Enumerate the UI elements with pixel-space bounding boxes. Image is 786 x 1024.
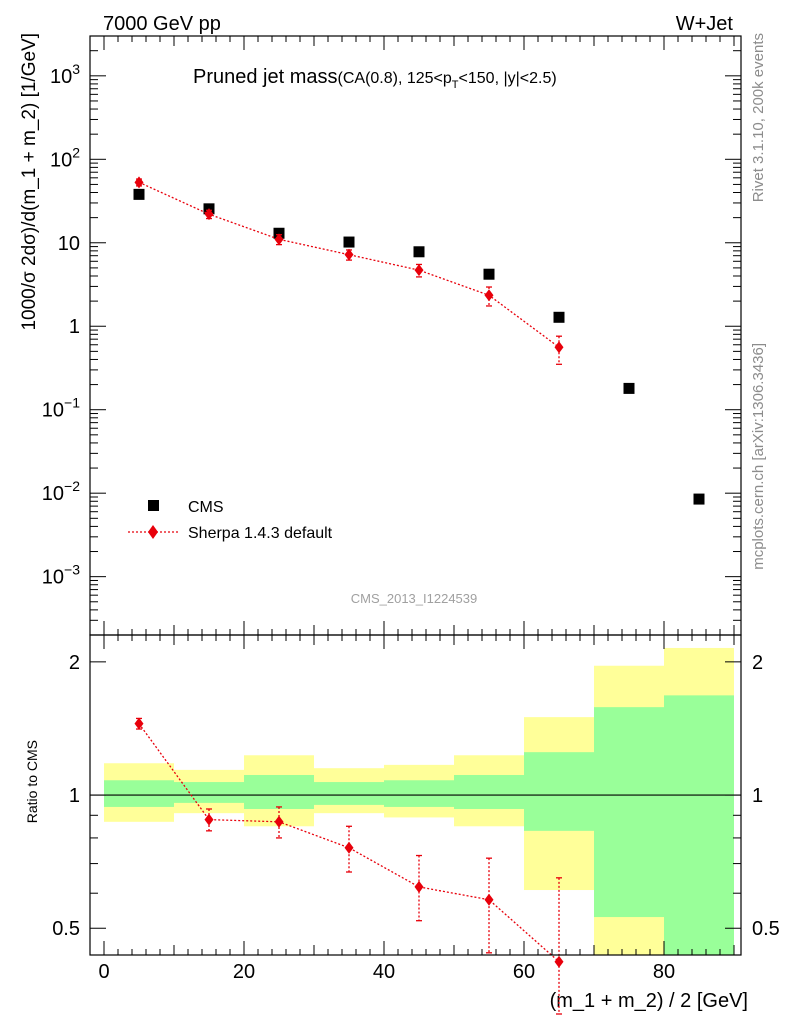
uncertainty-band-inner [594, 707, 664, 918]
ratio-y-tick-label-right: 2 [752, 652, 763, 674]
side-label-rivet: Rivet 3.1.10, 200k events [750, 33, 767, 202]
y-tick-label-exponent: 3 [72, 61, 80, 77]
y-tick-label: 102 [50, 144, 80, 171]
sherpa-ratio-point [414, 880, 424, 893]
legend-marker-diamond [148, 525, 158, 539]
legend-entry-sherpa: Sherpa 1.4.3 default [128, 525, 333, 542]
plot-title: Pruned jet mass(CA(0.8), 125<pT<150, |y|… [193, 66, 557, 91]
ratio-y-tick-label: 1 [69, 785, 80, 807]
uncertainty-band-inner [314, 782, 384, 805]
sherpa-ratio-point [274, 815, 284, 828]
watermark-label: CMS_2013_I1224539 [351, 591, 478, 606]
process-label: W+Jet [676, 13, 734, 35]
x-tick-label: 0 [98, 961, 109, 983]
ratio-y-tick-label: 0.5 [52, 918, 80, 940]
sherpa-ratio-point [484, 893, 494, 906]
cms-data-point [483, 268, 495, 280]
y-tick-label-base: 10 [42, 400, 64, 422]
sherpa-line [138, 181, 560, 348]
y-tick-label: 10−3 [42, 562, 80, 589]
y-tick-label-base: 10 [42, 567, 64, 589]
uncertainty-band-inner [524, 752, 594, 831]
sherpa-ratio-point [554, 955, 564, 968]
sherpa-data-point [484, 289, 494, 302]
y-tick-label-exponent: −2 [64, 478, 80, 494]
legend-label-cms: CMS [188, 499, 224, 516]
legend-label-sherpa: Sherpa 1.4.3 default [188, 525, 333, 542]
sherpa-data-point [204, 208, 214, 221]
x-axis-label: (m_1 + m_2) / 2 [GeV] [550, 990, 748, 1012]
sherpa-ratio-point [134, 717, 144, 730]
ratio-y-tick-label-right: 1 [752, 785, 763, 807]
sherpa-ratio-point [204, 813, 214, 826]
cms-data-point [133, 188, 145, 200]
y-tick-label: 10−1 [42, 395, 80, 422]
y-tick-label: 1 [69, 316, 80, 338]
y-tick-label-exponent: 2 [72, 144, 80, 160]
legend-entry-cms: CMS [148, 499, 224, 516]
sherpa-data-point [134, 176, 144, 189]
y-tick-label-exponent: −3 [64, 562, 80, 578]
cms-data-point [623, 382, 635, 394]
y-tick-label-exponent: −1 [64, 395, 80, 411]
y-tick-label: 10−2 [42, 478, 80, 505]
ratio-y-axis-label: Ratio to CMS [24, 740, 40, 823]
main-y-axis-label: 1000/σ 2dσ)/d(m_1 + m_2) [1/GeV] [19, 33, 40, 331]
uncertainty-band-inner [384, 780, 454, 807]
ratio-y-tick-label: 2 [69, 652, 80, 674]
x-tick-label: 80 [653, 961, 675, 983]
uncertainty-band-inner [664, 695, 734, 955]
y-tick-label-base: 10 [50, 66, 72, 88]
cms-data-point [343, 236, 355, 248]
sherpa-ratio-point [344, 841, 354, 854]
cms-data-point [553, 311, 565, 323]
uncertainty-band-inner [244, 774, 314, 809]
sherpa-data-point [414, 264, 424, 277]
y-tick-label-base: 1 [69, 316, 80, 338]
x-tick-label: 20 [233, 961, 255, 983]
main-plot-frame [89, 35, 742, 636]
cms-data-point [273, 227, 285, 239]
energy-label: 7000 GeV pp [103, 13, 221, 35]
y-tick-label-base: 10 [50, 149, 72, 171]
y-tick-label-base: 10 [58, 233, 80, 255]
plot-title-main: Pruned jet mass [193, 66, 338, 88]
sherpa-data-point [554, 341, 564, 354]
x-tick-label: 40 [373, 961, 395, 983]
uncertainty-band-inner [174, 782, 244, 803]
cms-data-point [413, 246, 425, 258]
uncertainty-band-inner [454, 774, 524, 809]
plot-title-detail-b: <150, |y|<2.5) [459, 70, 557, 87]
plot-title-detail-sub: T [452, 79, 459, 91]
y-tick-label: 103 [50, 61, 80, 88]
sherpa-data-point [274, 233, 284, 246]
x-tick-label: 60 [513, 961, 535, 983]
cms-data-point [693, 493, 705, 505]
sherpa-data-point [344, 248, 354, 261]
uncertainty-band-inner [104, 780, 174, 807]
side-label-mcplots: mcplots.cern.ch [arXiv:1306.3436] [750, 343, 767, 570]
ratio-panel: 0 20 40 60 80 0.5 0.5 1 1 2 2 [52, 634, 780, 1015]
legend: CMS Sherpa 1.4.3 default [128, 499, 333, 542]
y-tick-label-base: 10 [42, 483, 64, 505]
ratio-y-tick-label-right: 0.5 [752, 918, 780, 940]
y-tick-label: 10 [58, 233, 80, 255]
plot-title-detail-a: (CA(0.8), 125<p [338, 70, 452, 87]
legend-marker-square [148, 500, 159, 511]
